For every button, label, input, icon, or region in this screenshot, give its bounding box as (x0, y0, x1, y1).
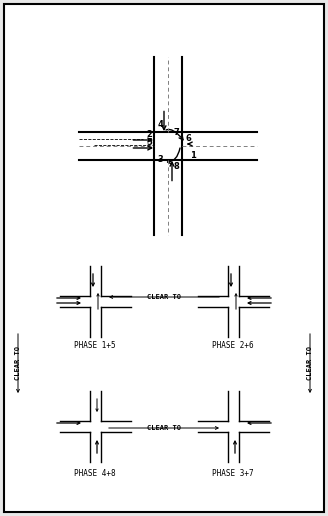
Text: PHASE 4+8: PHASE 4+8 (74, 469, 116, 477)
Text: 6: 6 (185, 134, 191, 143)
Text: 8: 8 (173, 162, 179, 171)
Text: 3: 3 (157, 155, 163, 164)
Text: CLEAR TO: CLEAR TO (147, 425, 181, 431)
Text: 5: 5 (146, 138, 152, 147)
Text: PHASE 3+7: PHASE 3+7 (212, 469, 254, 477)
Bar (154, 132, 182, 160)
FancyBboxPatch shape (4, 4, 324, 512)
Text: 2: 2 (146, 130, 152, 139)
Text: PHASE 1+5: PHASE 1+5 (74, 342, 116, 350)
Text: 7: 7 (173, 128, 179, 137)
Text: CLEAR TO: CLEAR TO (15, 347, 21, 380)
Text: CLEAR TO: CLEAR TO (147, 294, 181, 300)
Text: CLEAR TO: CLEAR TO (307, 347, 313, 380)
Text: 4: 4 (157, 120, 163, 129)
FancyArrowPatch shape (166, 130, 183, 140)
Text: 1: 1 (190, 151, 196, 160)
Text: PHASE 2+6: PHASE 2+6 (212, 342, 254, 350)
FancyArrowPatch shape (168, 148, 180, 164)
